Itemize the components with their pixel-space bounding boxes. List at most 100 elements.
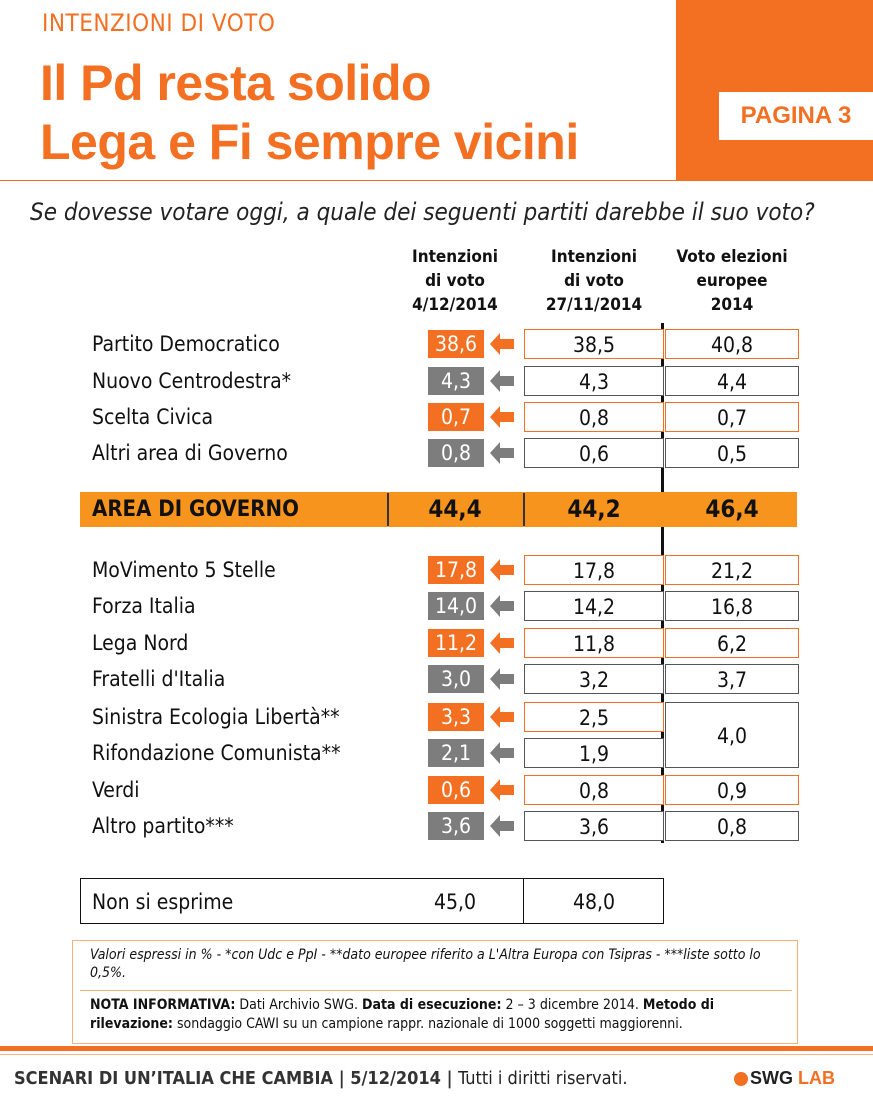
current-value-pill: 11,2: [428, 629, 484, 657]
column-header-current-line1: Intenzioni: [412, 247, 498, 267]
europee-value-box: 16,8: [665, 591, 799, 621]
party-label: Altri area di Governo: [92, 441, 288, 465]
party-label: Altro partito***: [92, 814, 234, 838]
arrow-left-icon: [490, 333, 514, 355]
arrow-left-icon: [490, 559, 514, 581]
current-value-pill: 14,0: [428, 592, 484, 620]
previous-value-box: 0,6: [524, 438, 664, 468]
footnote-box: [72, 940, 798, 1044]
footer-separator: |: [440, 1068, 459, 1089]
column-header-europee: Voto elezioni europee 2014: [665, 245, 799, 317]
non-si-esprime-previous: 48,0: [572, 890, 616, 914]
current-value-pill: 4,3: [428, 367, 484, 395]
nota-text: Dati Archivio SWG.: [235, 997, 363, 1013]
data-text: 2 – 3 dicembre 2014.: [501, 997, 643, 1013]
europee-value-box: 6,2: [665, 628, 799, 658]
area-governo-divider: [387, 493, 389, 526]
non-si-esprime-divider: [523, 878, 524, 924]
area-governo-europee: 46,4: [705, 495, 759, 523]
globe-icon: [734, 1072, 748, 1086]
arrow-left-icon: [490, 632, 514, 654]
party-label: Fratelli d'Italia: [92, 667, 226, 691]
party-label: Partito Democratico: [92, 332, 280, 356]
headline-line-1: Il Pd resta solido: [40, 55, 432, 111]
previous-value-box: 0,8: [524, 775, 664, 805]
arrow-left-icon: [490, 742, 514, 764]
europee-value-box: 0,9: [665, 775, 799, 805]
europee-merged-value-box: 4,0: [665, 702, 799, 768]
arrow-left-icon: [490, 779, 514, 801]
current-value-pill: 0,8: [428, 439, 484, 467]
current-value-pill: 17,8: [428, 556, 484, 584]
arrow-left-icon: [490, 595, 514, 617]
previous-value-box: 3,2: [524, 664, 664, 694]
party-label: Scelta Civica: [92, 405, 214, 429]
previous-value-box: 38,5: [524, 329, 664, 359]
footer-text: SCENARI DI UN’ITALIA CHE CAMBIA | 5/12/2…: [14, 1068, 628, 1089]
previous-value-box: 2,5: [524, 702, 664, 732]
previous-value-box: 11,8: [524, 628, 664, 658]
area-governo-current: 44,4: [428, 495, 482, 523]
column-header-europee-line1: Voto elezioni: [676, 247, 788, 267]
europee-value-box: 0,8: [665, 811, 799, 841]
current-value-pill: 38,6: [428, 330, 484, 358]
survey-question: Se dovesse votare oggi, a quale dei segu…: [30, 198, 815, 226]
party-label: Lega Nord: [92, 631, 189, 655]
current-value-pill: 3,6: [428, 812, 484, 840]
nota-label: NOTA INFORMATIVA:: [90, 997, 236, 1013]
europee-value-box: 3,7: [665, 664, 799, 694]
party-label: MoVimento 5 Stelle: [92, 558, 276, 582]
metodo-text: sondaggio CAWI su un campione rappr. naz…: [172, 1016, 683, 1032]
arrow-left-icon: [490, 370, 514, 392]
footer-bar: [0, 1046, 873, 1051]
column-header-previous-line3: 27/11/2014: [545, 295, 643, 315]
data-label: Data di esecuzione:: [362, 997, 502, 1013]
footer-rule: [0, 1054, 873, 1055]
party-label: Nuovo Centrodestra*: [92, 369, 292, 393]
current-value-pill: 3,0: [428, 665, 484, 693]
headline-line-2: Lega e Fi sempre vicini: [40, 114, 579, 170]
metodo-label: Metodo di rilevazione:: [90, 997, 715, 1032]
header-color-block: [676, 0, 873, 180]
nota-informativa: NOTA INFORMATIVA: Dati Archivio SWG. Dat…: [90, 996, 790, 1034]
footnote-divider: [80, 990, 792, 991]
page-badge: PAGINA 3: [719, 92, 873, 140]
logo-lab: LAB: [798, 1068, 836, 1088]
column-header-previous-line1: Intenzioni: [551, 247, 637, 267]
current-value-pill: 3,3: [428, 703, 484, 731]
footer-date: 5/12/2014: [350, 1068, 441, 1089]
previous-value-box: 4,3: [524, 366, 664, 396]
party-label: Sinistra Ecologia Libertà**: [92, 705, 340, 729]
arrow-left-icon: [490, 706, 514, 728]
area-governo-label: AREA DI GOVERNO: [92, 497, 299, 522]
column-header-current-line2: di voto: [425, 271, 485, 291]
arrow-left-icon: [490, 406, 514, 428]
party-label: Verdi: [92, 778, 140, 802]
arrow-left-icon: [490, 815, 514, 837]
footer-separator: |: [333, 1068, 351, 1089]
previous-value-box: 14,2: [524, 591, 664, 621]
column-header-previous-line2: di voto: [564, 271, 624, 291]
europee-value-box: 0,5: [665, 438, 799, 468]
current-value-pill: 0,6: [428, 776, 484, 804]
column-header-current: Intenzioni di voto 4/12/2014: [395, 245, 515, 317]
arrow-left-icon: [490, 442, 514, 464]
column-header-previous: Intenzioni di voto 27/11/2014: [524, 245, 664, 317]
header-rule: [0, 180, 873, 181]
non-si-esprime-box: [80, 878, 664, 924]
column-header-europee-line3: 2014: [710, 295, 754, 315]
footer-series: SCENARI DI UN’ITALIA CHE CAMBIA: [14, 1068, 334, 1089]
column-header-current-line3: 4/12/2014: [412, 295, 498, 315]
current-value-pill: 0,7: [428, 403, 484, 431]
column-header-europee-line2: europee: [696, 271, 768, 291]
footer-rights: Tutti i diritti riservati.: [458, 1068, 628, 1089]
non-si-esprime-current: 45,0: [433, 890, 477, 914]
previous-value-box: 0,8: [524, 402, 664, 432]
party-label: Forza Italia: [92, 594, 196, 618]
previous-value-box: 3,6: [524, 811, 664, 841]
party-label: Rifondazione Comunista**: [92, 741, 341, 765]
previous-value-box: 17,8: [524, 555, 664, 585]
area-governo-previous: 44,2: [567, 495, 621, 523]
section-kicker: INTENZIONI DI VOTO: [42, 9, 276, 37]
area-governo-band: [80, 492, 797, 527]
